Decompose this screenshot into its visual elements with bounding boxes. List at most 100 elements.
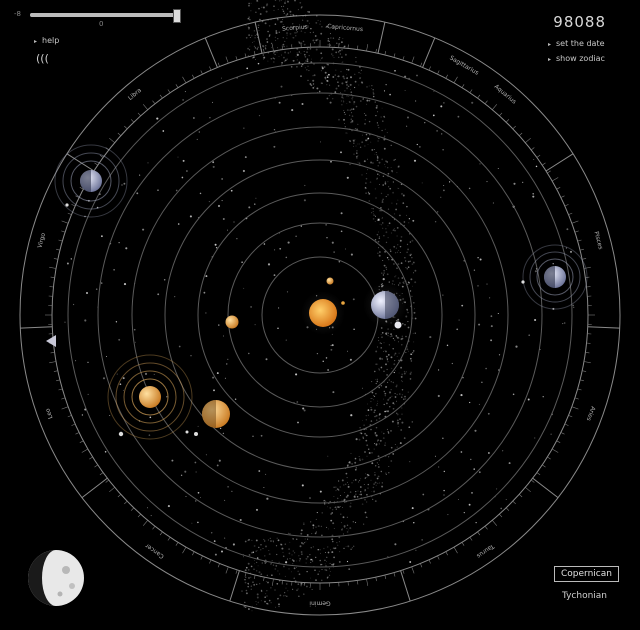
star — [408, 218, 411, 220]
milky-way-star — [325, 26, 327, 28]
milky-way-star — [371, 462, 374, 465]
planet-mercury[interactable] — [326, 277, 334, 285]
milky-way-star — [372, 95, 375, 98]
milky-way-star — [349, 114, 351, 116]
milky-way-star — [254, 36, 256, 39]
star — [142, 228, 145, 231]
milky-way-star — [244, 579, 246, 581]
milky-way-star — [392, 408, 395, 410]
milky-way-star — [360, 493, 362, 496]
star — [500, 507, 503, 510]
star — [462, 376, 464, 379]
milky-way-star — [247, 608, 250, 610]
milky-way-star — [349, 140, 351, 142]
milky-way-star — [387, 172, 390, 175]
milky-way-star — [300, 30, 303, 32]
star — [234, 398, 237, 401]
star — [438, 369, 440, 371]
milky-way-star — [325, 25, 328, 28]
degree-tick — [71, 204, 76, 207]
planet-neptune[interactable] — [521, 244, 588, 310]
star — [236, 238, 238, 240]
degree-tick — [99, 154, 104, 158]
sun[interactable] — [301, 291, 345, 335]
milky-way-star — [261, 6, 263, 8]
star — [214, 243, 217, 246]
milky-way-star — [319, 549, 321, 551]
milky-way-star — [381, 482, 383, 484]
milky-way-star — [392, 402, 395, 404]
milky-way-star — [266, 38, 268, 41]
milky-way-star — [342, 499, 344, 502]
milky-way-star — [306, 19, 309, 22]
zodiac-divider — [66, 153, 95, 172]
milky-way-star — [370, 88, 372, 89]
timeline-slider[interactable] — [30, 9, 181, 23]
milky-way-star — [353, 140, 355, 142]
star — [118, 242, 120, 244]
timeline-slider-handle[interactable] — [172, 9, 181, 23]
milky-way-star — [353, 86, 356, 89]
planet-uranus[interactable] — [54, 144, 128, 218]
degree-tick — [453, 76, 458, 84]
orbit — [164, 159, 476, 471]
milky-way-star — [241, 590, 243, 592]
help-link[interactable]: ▸ help — [34, 36, 59, 45]
milky-way-star — [248, 49, 251, 51]
milky-way-star — [266, 574, 268, 577]
planet-earth[interactable] — [363, 283, 407, 329]
milky-way-star — [345, 496, 348, 498]
star — [116, 373, 118, 375]
milky-way-star — [264, 562, 267, 564]
milky-way-star — [394, 360, 396, 362]
milky-way-star — [378, 340, 380, 342]
moon-satellite — [394, 321, 402, 329]
milky-way-star — [320, 52, 323, 55]
milky-way-star — [307, 538, 309, 540]
milky-way-star — [343, 77, 346, 80]
milky-way-star — [306, 51, 308, 53]
degree-tick — [67, 212, 72, 215]
moon-phase-icon[interactable] — [28, 550, 84, 606]
milky-way-star — [347, 485, 350, 488]
milky-way-star — [288, 548, 290, 550]
planet-mars[interactable] — [225, 315, 239, 329]
copernican-button[interactable]: Copernican — [554, 566, 619, 582]
milky-way-star — [247, 585, 249, 588]
planet-jupiter[interactable] — [107, 354, 193, 440]
triangle-pointer-icon[interactable] — [46, 335, 56, 347]
milky-way-star — [276, 553, 278, 556]
milky-way-star — [384, 250, 387, 253]
star — [490, 325, 493, 328]
star — [436, 130, 438, 132]
milky-way-star — [333, 45, 335, 47]
milky-way-star — [289, 10, 292, 13]
milky-way-star — [301, 582, 303, 584]
degree-tick — [235, 56, 238, 61]
milky-way-star — [248, 34, 250, 36]
sound-icon[interactable]: ((( — [36, 52, 49, 65]
star — [273, 274, 276, 276]
show-zodiac-link[interactable]: ▸ show zodiac — [548, 54, 605, 63]
milky-way-star — [313, 42, 316, 44]
milky-way-star — [387, 237, 389, 239]
bullet-icon: ▸ — [34, 38, 38, 45]
star — [365, 114, 367, 116]
degree-tick — [56, 379, 61, 382]
milky-way-star — [301, 542, 303, 544]
set-date-link[interactable]: ▸ set the date — [548, 39, 605, 48]
star — [221, 200, 223, 202]
tychonian-button[interactable]: Tychonian — [562, 591, 608, 601]
milky-way-star — [320, 57, 323, 60]
planet-saturn[interactable] — [185, 400, 231, 436]
milky-way-star — [359, 459, 361, 462]
milky-way-star — [396, 227, 399, 229]
milky-way-star — [351, 547, 353, 549]
milky-way-star — [288, 568, 290, 570]
milky-way-star — [379, 210, 381, 212]
milky-way-star — [329, 574, 331, 576]
milky-way-star — [332, 55, 334, 57]
milky-way-star — [303, 25, 306, 28]
milky-way-star — [334, 507, 336, 508]
